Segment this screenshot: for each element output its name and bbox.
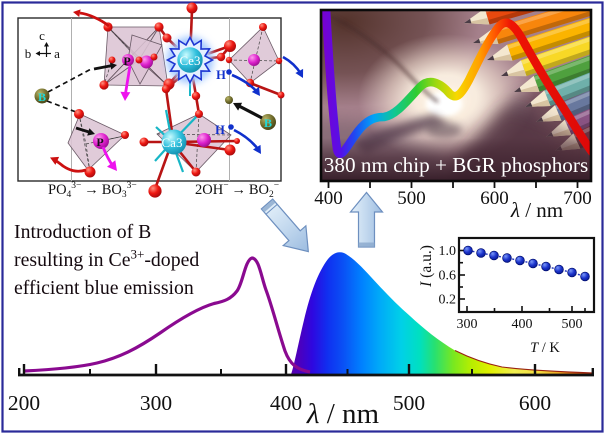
svg-text:500: 500	[562, 317, 583, 332]
svg-text:1.0: 1.0	[439, 244, 457, 259]
svg-text:λ / nm: λ / nm	[306, 398, 380, 430]
svg-text:Ca3: Ca3	[162, 135, 183, 150]
svg-text:500: 500	[397, 188, 426, 209]
svg-text:300: 300	[457, 317, 478, 332]
svg-text:500: 500	[393, 391, 425, 415]
svg-text:0.6: 0.6	[439, 269, 457, 284]
svg-text:380 nm chip + BGR phosphors: 380 nm chip + BGR phosphors	[324, 153, 588, 177]
svg-text:700: 700	[563, 188, 592, 209]
svg-text:I (a.u.): I (a.u.)	[418, 245, 435, 288]
svg-text:Ce3: Ce3	[180, 53, 201, 68]
svg-text:Introduction of B: Introduction of B	[14, 221, 151, 243]
svg-text:resulting in Ce3+-doped: resulting in Ce3+-doped	[14, 247, 199, 272]
svg-text:0.2: 0.2	[439, 293, 457, 308]
svg-text:300: 300	[140, 391, 172, 415]
svg-text:B: B	[264, 116, 272, 130]
svg-text:λ / nm: λ / nm	[510, 198, 563, 222]
svg-text:efficient blue emission: efficient blue emission	[14, 277, 194, 299]
svg-text:H: H	[216, 68, 226, 82]
svg-text:400: 400	[314, 188, 343, 209]
svg-text:400: 400	[512, 317, 533, 332]
svg-text:T / K: T / K	[530, 340, 560, 356]
svg-text:P: P	[96, 135, 103, 149]
svg-text:400: 400	[270, 391, 302, 415]
svg-text:200: 200	[8, 391, 40, 415]
svg-text:a: a	[54, 46, 60, 61]
svg-text:c: c	[39, 28, 45, 43]
svg-text:P: P	[123, 54, 130, 68]
svg-text:B: B	[38, 90, 46, 104]
svg-text:600: 600	[480, 188, 509, 209]
svg-text:2OH− → BO2−: 2OH− → BO2−	[195, 181, 279, 200]
svg-text:H: H	[215, 123, 225, 137]
svg-text:600: 600	[519, 391, 551, 415]
svg-text:b: b	[25, 46, 32, 61]
